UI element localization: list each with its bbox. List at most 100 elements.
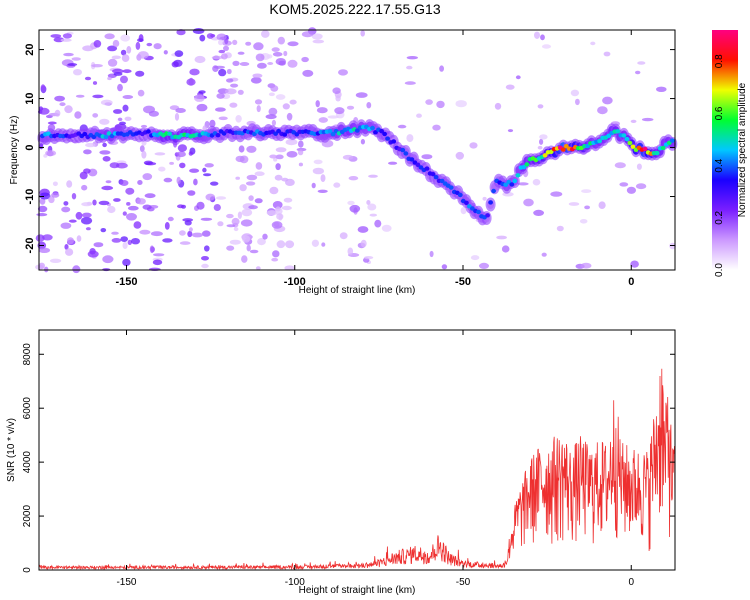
- spectrogram-noise-blob: [163, 50, 168, 55]
- spectrogram-noise-blob: [275, 147, 287, 153]
- spectrogram-noise-blob: [122, 104, 129, 112]
- spectrogram-ridge-core: [491, 188, 496, 194]
- spectrogram-noise-blob: [102, 255, 114, 264]
- spectrogram-noise-blob: [81, 184, 88, 191]
- spectrogram-noise-blob: [153, 253, 165, 257]
- colorbar-tick-label: 0.0: [714, 263, 725, 277]
- spectrogram-noise-blob: [425, 99, 433, 105]
- spectrogram-noise-blob: [479, 262, 489, 269]
- spectrogram-noise-blob: [248, 205, 258, 210]
- spectrogram-noise-blob: [47, 121, 57, 125]
- spectrogram-noise-blob: [269, 186, 279, 195]
- spectrogram-noise-blob: [142, 173, 153, 181]
- spectrogram-noise-blob: [318, 117, 328, 123]
- spectrogram-noise-blob: [184, 220, 192, 226]
- spectrogram-noise-blob: [235, 115, 242, 123]
- spectrogram-noise-blob: [315, 100, 320, 108]
- spectrogram-noise-blob: [584, 205, 590, 210]
- spectrogram-x-tick-label: 0: [628, 276, 634, 288]
- spectrogram-noise-blob: [272, 201, 283, 209]
- spectrogram-noise-blob: [254, 198, 263, 204]
- spectrogram-noise-blob: [120, 34, 131, 42]
- spectrogram-ridge-core: [615, 129, 621, 134]
- spectrogram-ridge-core: [630, 144, 636, 149]
- spectrogram-ridge-core: [470, 206, 475, 211]
- spectrogram-noise-blob: [334, 107, 345, 115]
- spectrogram-noise-blob: [188, 151, 193, 156]
- spectrogram-ridge-core: [464, 200, 469, 205]
- spectrogram-noise-blob: [122, 211, 127, 216]
- spectrogram-ridge-core: [485, 213, 490, 218]
- spectrogram-noise-blob: [169, 161, 175, 165]
- spectrogram-noise-blob: [85, 142, 96, 148]
- spectrogram-ridge-core: [418, 165, 424, 170]
- spectrogram-noise-blob: [117, 83, 123, 92]
- spectrogram-ridge-core: [476, 209, 481, 215]
- spectrogram-noise-blob: [250, 77, 262, 84]
- spectrogram-noise-blob: [137, 38, 144, 42]
- spectrogram-noise-blob: [113, 72, 123, 76]
- spectrogram-noise-blob: [124, 116, 132, 122]
- spectrogram-noise-blob: [174, 113, 180, 121]
- spectrogram-noise-blob: [92, 113, 99, 118]
- spectrogram-noise-blob: [241, 255, 248, 263]
- spectrogram-noise-blob: [539, 138, 544, 145]
- spectrogram-noise-blob: [66, 180, 73, 188]
- spectrogram-noise-blob: [203, 173, 212, 177]
- spectrogram-noise-blob: [60, 38, 72, 42]
- spectrogram-noise-blob: [126, 202, 131, 206]
- spectrogram-ridge-core: [660, 145, 666, 151]
- spectrogram-noise-blob: [271, 257, 279, 262]
- spectrogram-noise-blob: [202, 167, 207, 173]
- spectrogram-noise-blob: [79, 171, 88, 180]
- colorbar-gradient: [712, 30, 738, 270]
- spectrogram-noise-blob: [287, 59, 298, 68]
- spectrogram-noise-blob: [111, 238, 122, 243]
- spectrogram-ridge-core: [642, 146, 648, 152]
- spectrogram-noise-blob: [363, 256, 374, 260]
- spectrogram-noise-blob: [232, 60, 240, 66]
- spectrogram-noise-blob: [229, 239, 241, 245]
- spectrogram-noise-blob: [517, 182, 529, 186]
- snr-x-tick-label: -150: [116, 577, 136, 588]
- spectrogram-noise-blob: [36, 213, 48, 217]
- spectrogram-noise-blob: [105, 180, 112, 184]
- spectrogram-noise-blob: [175, 108, 186, 113]
- spectrogram-noise-blob: [268, 92, 275, 97]
- spectrogram-noise-blob: [276, 213, 284, 220]
- spectrogram-ridge-core: [382, 131, 387, 137]
- spectrogram-ridge-core: [439, 178, 445, 184]
- spectrogram-noise-blob: [176, 151, 186, 158]
- spectrogram-noise-blob: [226, 78, 234, 83]
- spectrogram-noise-blob: [245, 181, 256, 186]
- spectrogram-noise-blob: [312, 39, 325, 44]
- spectrogram-ridge-core: [424, 166, 430, 171]
- spectrogram-noise-blob: [68, 219, 77, 223]
- spectrogram-noise-blob: [111, 55, 122, 60]
- spectrogram-noise-blob: [75, 211, 83, 220]
- spectrogram-noise-blob: [206, 33, 214, 39]
- spectrogram-ridge-core: [415, 162, 421, 167]
- spectrogram-noise-blob: [51, 192, 60, 198]
- spectrogram-noise-blob: [200, 217, 213, 221]
- spectrogram-noise-blob: [275, 58, 286, 66]
- spectrogram-noise-blob: [52, 181, 58, 187]
- spectrogram-noise-blob: [204, 245, 210, 252]
- spectrogram-noise-blob: [81, 212, 92, 218]
- spectrogram-noise-blob: [313, 159, 323, 165]
- spectrogram-noise-blob: [102, 156, 111, 162]
- spectrogram-noise-blob: [226, 68, 232, 75]
- spectrogram-noise-blob: [92, 81, 98, 85]
- spectrogram-ridge-core: [524, 162, 530, 167]
- spectrogram-noise-blob: [505, 84, 515, 90]
- colorbar-label: Normalized spectral amplitude: [737, 82, 748, 217]
- spectrogram-noise-blob: [256, 105, 261, 113]
- spectrogram-noise-blob: [48, 196, 55, 204]
- snr-series-line: [39, 368, 675, 570]
- spectrogram-noise-blob: [297, 149, 304, 156]
- snr-frame: [38, 329, 676, 571]
- spectrogram-noise-blob: [406, 56, 418, 60]
- colorbar: 0.0 0.2 0.4 0.6 0.8 Normalized spectral ampl…: [712, 30, 748, 277]
- spectrogram-ridge-core: [354, 128, 360, 133]
- snr-y-axis-label: SNR (10 * v/v): [6, 418, 17, 482]
